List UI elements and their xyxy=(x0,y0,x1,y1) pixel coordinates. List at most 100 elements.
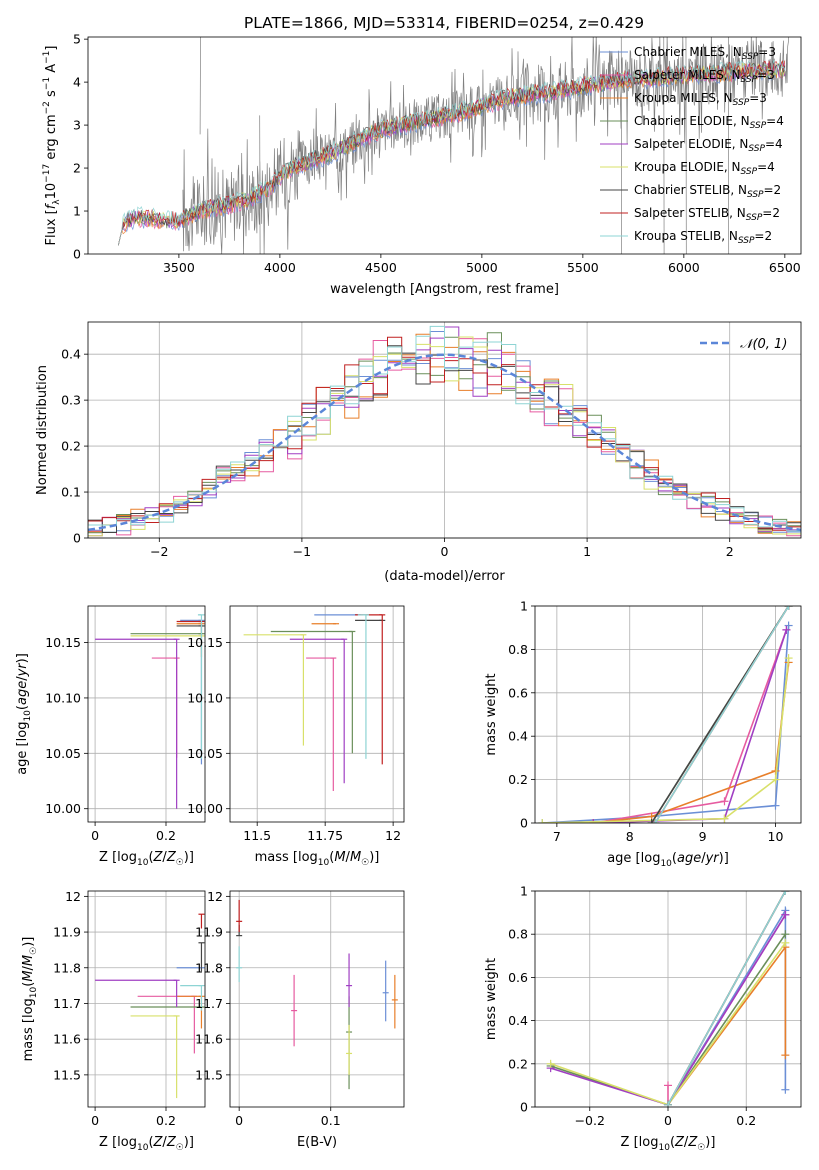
x-axis-label: Z [log10(Z/Z☉)] xyxy=(99,850,194,868)
y-tick-label: 0 xyxy=(73,531,81,546)
x-axis-label: Z [log10(Z/Z☉)] xyxy=(621,1135,716,1153)
weight-point xyxy=(664,1100,672,1107)
plot-area-age_vs_mass xyxy=(243,614,386,791)
y-tick-label: 11.8 xyxy=(53,960,81,975)
weight-point xyxy=(782,625,791,634)
x-tick-label: 4000 xyxy=(264,260,296,275)
weight-point xyxy=(720,814,729,823)
legend-label: Chabrier STELIB, NSSP=2 xyxy=(634,183,781,200)
y-axis-label: age [log10(age/yr)] xyxy=(15,653,33,775)
errorbar-point xyxy=(197,614,205,759)
grid-mass_vs_Z xyxy=(88,891,205,1107)
errorbar-point xyxy=(346,1024,353,1075)
normal-curve xyxy=(88,353,801,532)
weight-point xyxy=(720,797,729,806)
legend-label: Chabrier ELODIE, NSSP=4 xyxy=(634,114,784,131)
y-tick-label: 0.2 xyxy=(508,772,528,787)
weight-line xyxy=(593,662,790,823)
x-axis-label: mass [log10(M/M☉)] xyxy=(255,850,380,868)
y-tick-label: 10.05 xyxy=(187,746,223,761)
y-tick-label: 0.1 xyxy=(61,485,81,500)
y-tick-label: 5 xyxy=(73,32,81,47)
y-tick-label: 10.10 xyxy=(45,690,81,705)
y-axis-label: Normed distribution xyxy=(35,365,50,495)
legend-label: Chabrier MILES, NSSP=3 xyxy=(634,45,776,62)
errorbar-point xyxy=(236,899,243,933)
y-tick-label: 11.9 xyxy=(195,925,223,940)
x-tick-label: 0 xyxy=(91,1113,99,1128)
plot-area-residuals xyxy=(88,325,801,538)
y-tick-label: 0.4 xyxy=(508,1013,528,1028)
errorbar-point xyxy=(130,1015,180,1099)
x-tick-label: 2 xyxy=(726,544,734,559)
x-tick-label: 1 xyxy=(583,544,591,559)
y-tick-label: 0.2 xyxy=(61,439,81,454)
weight-point xyxy=(546,1059,555,1068)
errorbar-point xyxy=(291,974,298,1047)
legend-normal-label: 𝒩(0, 1) xyxy=(740,337,787,352)
histogram-series xyxy=(88,336,801,538)
y-tick-label: 11.7 xyxy=(53,996,81,1011)
errorbar-point xyxy=(95,979,180,1008)
spectrum-model-line xyxy=(117,59,786,246)
legend-label: Salpeter STELIB, NSSP=2 xyxy=(634,206,780,223)
weight-point xyxy=(771,801,780,810)
x-axis-label: age [log10(age/yr)] xyxy=(607,851,729,869)
x-tick-label: 3500 xyxy=(163,260,195,275)
y-tick-label: 10.10 xyxy=(187,690,223,705)
errorbar-point xyxy=(306,657,337,791)
x-axis-label: E(B-V) xyxy=(297,1135,337,1150)
axis-frame xyxy=(87,890,206,1108)
errorbar-point xyxy=(180,985,205,1011)
y-tick-label: 1 xyxy=(520,599,528,614)
y-tick-label: 11.6 xyxy=(53,1032,81,1047)
y-tick-label: 0.8 xyxy=(508,642,528,657)
x-tick-label: 7 xyxy=(553,829,561,844)
errorbar-point xyxy=(243,634,307,746)
plot-area-age_vs_Z xyxy=(95,614,205,809)
errorbar-point xyxy=(95,638,180,809)
legend-label: Salpeter MILES, NSSP=3 xyxy=(634,68,775,85)
x-tick-label: 12 xyxy=(385,828,401,843)
y-tick-label: 11.7 xyxy=(195,996,223,1011)
y-axis-label: mass weight xyxy=(484,958,499,1040)
x-tick-label: 5000 xyxy=(466,260,498,275)
y-tick-label: 10.15 xyxy=(187,635,223,650)
weight-point xyxy=(784,654,793,663)
x-tick-label: 5500 xyxy=(567,260,599,275)
x-tick-label: 8 xyxy=(626,829,634,844)
x-axis-label: wavelength [Angstrom, rest frame] xyxy=(330,282,559,297)
panel-age_vs_mass: 11.5 11.75 12 10.00 10.05 10.10 10.15 mass [log… xyxy=(187,605,405,868)
x-tick-label: −1 xyxy=(293,544,311,559)
axis-frame xyxy=(229,890,405,1108)
panel-mass_weight_vs_Z: −0.2 0 0.2 0 0.2 0.4 0.6 0.8 1 Z [log10(Z/Z☉)] mas… xyxy=(484,884,802,1153)
errorbar-point xyxy=(346,953,353,1008)
legend-hist: 𝒩(0, 1) xyxy=(700,337,787,352)
axis-frame xyxy=(534,605,802,824)
y-axis-label: mass weight xyxy=(484,673,499,755)
histogram-series xyxy=(88,325,801,538)
panel-spectrum: 3500 4000 4500 5000 5500 6000 6500 0 1 2 3 4 5 wavele… xyxy=(42,32,802,297)
panel-age_vs_Z: 0 0.2 10.00 10.05 10.10 10.15 Z [log10(Z/Z☉)] a… xyxy=(15,605,206,868)
x-tick-label: 0 xyxy=(235,1113,243,1128)
weight-point xyxy=(781,938,790,947)
legend-spectrum: Chabrier MILES, NSSP=3 Salpeter MILES, NS… xyxy=(600,45,784,246)
x-tick-label: −2 xyxy=(150,544,168,559)
axis-frame xyxy=(87,605,206,823)
y-tick-label: 0 xyxy=(73,247,81,262)
weight-point xyxy=(784,606,793,610)
x-tick-label: 0 xyxy=(664,1113,672,1128)
y-tick-label: 0.6 xyxy=(508,685,528,700)
x-tick-label: 0 xyxy=(91,828,99,843)
y-tick-label: 0.4 xyxy=(61,347,81,362)
weight-point xyxy=(771,775,780,784)
axis-frame xyxy=(87,321,802,539)
errorbar-point xyxy=(137,995,198,1054)
grid-age_vs_mass xyxy=(230,606,404,822)
x-tick-label: 0 xyxy=(441,544,449,559)
weight-point xyxy=(781,930,790,939)
y-tick-label: 10.15 xyxy=(45,635,81,650)
y-axis-label: mass [log10(M/M☉)] xyxy=(21,937,39,1062)
y-tick-label: 11.6 xyxy=(195,1032,223,1047)
y-tick-label: 0 xyxy=(520,816,528,831)
